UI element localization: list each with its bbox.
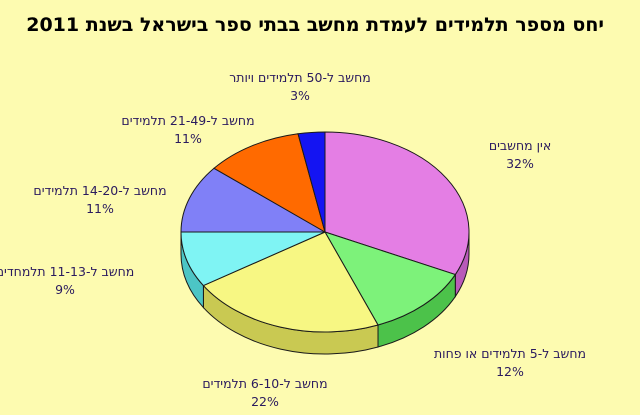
- slice-label-group: מחשב ל-21-49 תלמידים 11%: [121, 113, 254, 146]
- slice-value: 22%: [251, 394, 279, 409]
- slice-value: 3%: [290, 88, 310, 103]
- slice-label: מחשב ל-5 תלמידים או פחות: [434, 346, 586, 361]
- slice-label-group: מחשב ל-14-20 תלמידים 11%: [33, 183, 166, 216]
- pie-slice: [297, 131, 326, 233]
- slice-label-group: מחשב ל-6-10 תלמידים 22%: [202, 376, 327, 409]
- slice-value: 11%: [86, 201, 114, 216]
- slice-label: מחשב ל-14-20 תלמידים: [33, 183, 166, 198]
- pie-slice: [213, 133, 326, 234]
- pie-slice: [180, 231, 326, 287]
- pie-slice: [180, 167, 327, 233]
- pie-slice: [202, 231, 379, 333]
- slice-label-group: מחשב ל-50 תלמידים ויותר 3%: [229, 70, 371, 103]
- slice-value: 11%: [174, 131, 202, 146]
- slice-label: מחשב ל-21-49 תלמידים: [121, 113, 254, 128]
- chart-title: יחס מספר תלמידים לעמדת מחשב בבתי ספר ביש…: [26, 14, 604, 36]
- slice-label-group: מחשב ל-5 תלמידים או פחות 12%: [434, 346, 586, 379]
- slice-value: 12%: [496, 364, 524, 379]
- slice-label-group: מחשב ל-11-13 תלמחדים 9%: [0, 264, 134, 297]
- slice-value: 9%: [55, 282, 75, 297]
- pie-slice: [324, 131, 470, 276]
- slice-label: מחשב ל-50 תלמידים ויותר: [229, 70, 371, 85]
- pie-side-walls: [180, 231, 470, 355]
- slice-label: אין מחשבים: [489, 138, 551, 153]
- slice-label: מחשב ל-11-13 תלמחדים: [0, 264, 134, 279]
- slice-label: מחשב ל-6-10 תלמידים: [202, 376, 327, 391]
- slice-label-group: אין מחשבים 32%: [489, 138, 551, 171]
- slice-value: 32%: [506, 156, 534, 171]
- pie-slice: [323, 231, 457, 326]
